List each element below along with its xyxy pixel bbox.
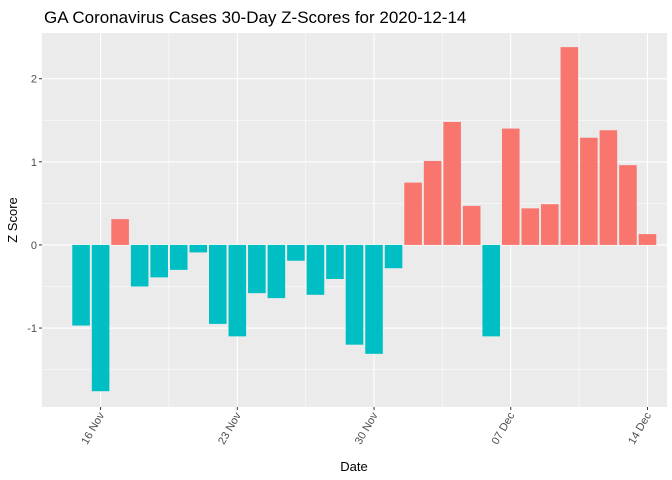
bar-2020-11-19	[150, 244, 168, 278]
x-tick-label: 16 Nov	[79, 410, 107, 447]
bar-2020-12-03	[423, 160, 442, 245]
bar-2020-11-27	[306, 244, 325, 295]
bars	[72, 47, 657, 392]
bar-2020-12-10	[560, 47, 579, 245]
bar-2020-11-23	[228, 244, 247, 337]
bar-2020-11-30	[365, 244, 383, 354]
bar-2020-11-20	[169, 244, 188, 270]
bar-2020-12-12	[599, 130, 618, 245]
y-axis: -1 0 1 2	[27, 74, 42, 335]
x-tick-label: 30 Nov	[353, 410, 381, 447]
bar-2020-12-14	[638, 234, 657, 245]
x-axis-title: Date	[340, 459, 367, 474]
bar-2020-12-04	[443, 121, 461, 245]
chart-title: GA Coronavirus Cases 30-Day Z-Scores for…	[44, 8, 466, 27]
x-tick-label: 07 Dec	[490, 410, 518, 447]
bar-2020-12-13	[619, 165, 637, 245]
y-axis-title: Z Score	[5, 197, 20, 243]
bar-2020-11-25	[267, 244, 286, 299]
bar-2020-11-15	[72, 244, 90, 326]
x-tick-label: 14 Dec	[626, 410, 654, 447]
bar-2020-12-08	[521, 208, 540, 245]
y-tick-label: 2	[31, 74, 37, 86]
x-axis: 16 Nov 23 Nov 30 Nov 07 Dec 14 Dec	[79, 407, 654, 447]
bar-2020-12-02	[404, 182, 422, 245]
bar-2020-11-26	[287, 244, 305, 261]
y-tick-label: 0	[31, 240, 37, 252]
bar-2020-12-06	[482, 244, 501, 337]
y-tick-label: -1	[27, 323, 37, 335]
bar-2020-12-07	[501, 128, 520, 245]
bar-2020-11-17	[111, 219, 129, 245]
x-tick-label: 23 Nov	[216, 410, 244, 447]
bar-2020-12-05	[462, 205, 481, 245]
bar-2020-12-09	[541, 204, 559, 245]
bar-2020-11-16	[91, 244, 110, 392]
bar-2020-11-21	[189, 244, 208, 253]
bar-2020-11-29	[345, 244, 364, 345]
y-tick-label: 1	[31, 157, 37, 169]
bar-2020-11-18	[130, 244, 149, 287]
bar-2020-12-01	[384, 244, 403, 269]
bar-2020-11-24	[248, 244, 266, 294]
bar-2020-11-28	[326, 244, 344, 280]
bar-2020-12-11	[580, 137, 598, 245]
bar-2020-11-22	[208, 244, 227, 324]
